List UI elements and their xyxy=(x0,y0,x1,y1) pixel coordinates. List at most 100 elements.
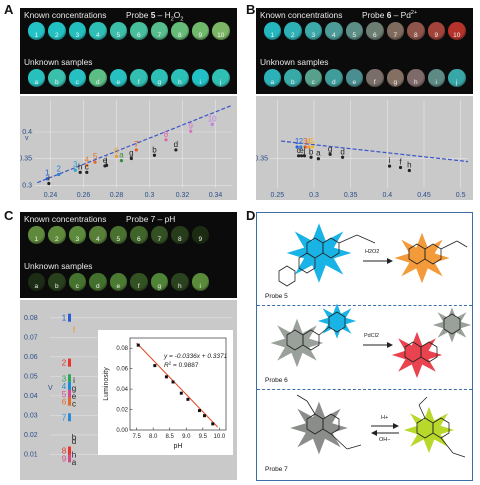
panel-c-unknown-well-label: b xyxy=(54,282,59,290)
panel-c-unknown-well-label: d xyxy=(95,282,100,290)
panel-a-point xyxy=(93,160,97,164)
probe-7-label: Probe 7 xyxy=(265,466,288,473)
probe-7-product-structure xyxy=(416,396,466,458)
panel-letter-b: B xyxy=(246,2,256,17)
panel-a-point-label: 4 xyxy=(85,155,90,164)
panel-a-known-well-4 xyxy=(89,22,107,40)
panel-a-plot: 0.24 0.26 0.28 0.3 0.32 0.34 0.3 0.35 0.4 1 2 3 4 5 6 7… xyxy=(18,96,237,200)
panel-c-unknown-well-a xyxy=(27,273,45,291)
inset-data-point xyxy=(179,391,183,395)
panel-b-point xyxy=(328,152,332,156)
panel-b-known-well-1 xyxy=(263,22,281,40)
panel-a-unknown-well-label: j xyxy=(220,78,222,86)
panel-a-point xyxy=(210,122,214,126)
panel-b-unknown-well-label: c xyxy=(311,78,315,86)
probe-7-product-glow xyxy=(403,406,455,454)
inset-r-squared: R2 = 0.9887 xyxy=(164,361,199,370)
panel-c-unknown-well-label: e xyxy=(116,282,121,290)
panel-a-known-well-7 xyxy=(150,22,168,40)
panel-c-strip-mark xyxy=(68,446,71,455)
inset-data-point xyxy=(198,409,202,413)
panel-b-point-label: 1 xyxy=(295,137,300,146)
panel-b-known-well-5 xyxy=(345,22,363,40)
inset-x-tick: 9.0 xyxy=(182,434,191,440)
panel-a-known-well-label: 7 xyxy=(157,31,162,39)
panel-c-known-well-4 xyxy=(89,226,107,244)
panel-c-strip-label: 8 xyxy=(62,447,67,456)
panel-c-strip-mark xyxy=(68,382,71,391)
probe-5-product-structure xyxy=(408,240,468,265)
panel-letter-c: C xyxy=(4,208,14,223)
panel-a-unknown-well-d xyxy=(89,69,107,87)
panel-c-strip-label: i xyxy=(73,376,75,385)
probe-6-reactant-cyan-glow xyxy=(317,303,357,339)
panel-c-unknown-well-e xyxy=(109,273,127,291)
panel-a-y-label: v xyxy=(25,135,29,142)
panel-b-known-well-label: 2 xyxy=(290,31,295,39)
panel-a-x-tick: 0.26 xyxy=(77,192,91,199)
panel-a-known-well-5 xyxy=(109,22,127,40)
panel-b-unknown-well-label: f xyxy=(373,78,376,86)
panel-a-unknown-well-j xyxy=(212,69,230,87)
panel-c-known-well-label: 8 xyxy=(177,235,182,243)
panel-c-unknown-well-label: g xyxy=(157,282,162,290)
panel-a-point xyxy=(85,163,89,167)
panel-c-known-label: Known concentrations xyxy=(24,214,107,224)
inset-data-point xyxy=(202,414,206,418)
panel-a-point-label: j xyxy=(105,155,108,164)
panel-a-point xyxy=(129,156,133,161)
panel-a-known-well-label: 10 xyxy=(217,31,225,39)
panel-c-strip-label: 4 xyxy=(62,382,67,391)
panel-b-unknown-well-label: a xyxy=(270,78,275,86)
panel-a-point-label: 3 xyxy=(73,160,78,169)
panel-b-plate-image: Known concentrations Probe 6 – Pd2+ 1 2 3 4… xyxy=(256,8,473,94)
panel-c-strip-label: 6 xyxy=(62,398,67,407)
panel-c-known-well-5 xyxy=(109,226,127,244)
probe-6-product-structure xyxy=(404,313,461,363)
panel-c-strip-mark xyxy=(68,313,71,322)
panel-a-known-well-label: 4 xyxy=(95,31,100,39)
probe-5-label: Probe 5 xyxy=(265,293,288,300)
panel-a-unknown-well-label: f xyxy=(137,78,140,86)
panel-b-x-tick: 0.3 xyxy=(309,192,319,199)
panel-a-unknown-well-i xyxy=(191,69,209,87)
inset-y-label: Luminosity xyxy=(103,367,110,401)
panel-b-point-label: h xyxy=(407,160,411,169)
panel-a-point xyxy=(119,159,124,163)
inset-y-tick: 0.02 xyxy=(116,408,128,414)
panel-a-unknown-well-label: d xyxy=(95,78,100,86)
panel-a-y-tick: 0.3 xyxy=(22,182,32,189)
panel-c-strip-mark xyxy=(68,397,71,406)
panel-b-point-label: i xyxy=(389,156,391,165)
panel-b-unknown-well-g xyxy=(386,69,404,87)
panel-a-known-well-label: 1 xyxy=(34,31,39,39)
panel-c-strip-label: a xyxy=(72,458,77,467)
panel-a-point-label: 9 xyxy=(189,121,194,130)
inset-data-point xyxy=(211,422,215,426)
panel-a-fit-line xyxy=(37,104,233,184)
panel-c-unknown-well-label: i xyxy=(199,282,201,290)
panel-c-unknown-well-f xyxy=(130,273,148,291)
panel-a-y-tick: 0.4 xyxy=(22,129,32,136)
panel-b-point xyxy=(341,155,345,159)
panel-a-point xyxy=(85,170,89,174)
panel-a-known-well-3 xyxy=(68,22,86,40)
panel-a-unknown-well-label: h xyxy=(177,78,182,86)
panel-a-known-well-label: 5 xyxy=(116,31,121,39)
panel-c-known-well-label: 7 xyxy=(157,235,162,243)
panel-a-unknown-well-label: a xyxy=(34,78,39,86)
panel-a-point-label: h xyxy=(78,162,82,171)
panel-b-unknown-label: Unknown samples xyxy=(260,57,329,67)
panel-b-point xyxy=(299,145,303,149)
panel-c-unknown-well-b xyxy=(48,273,66,291)
panel-a-point xyxy=(189,129,193,133)
panel-a-point xyxy=(57,172,61,177)
inset-data-point xyxy=(153,364,157,368)
panel-a-known-well-label: 2 xyxy=(54,31,59,39)
panel-c-strip-label: g xyxy=(72,384,76,393)
panel-c-known-well-label: 9 xyxy=(198,235,203,243)
panel-c-known-well-label: 2 xyxy=(54,235,59,243)
probe-5-reactant-glow xyxy=(286,223,352,283)
probe-7-reagent-forward: H+ xyxy=(381,415,389,421)
panel-b-point xyxy=(303,145,307,149)
